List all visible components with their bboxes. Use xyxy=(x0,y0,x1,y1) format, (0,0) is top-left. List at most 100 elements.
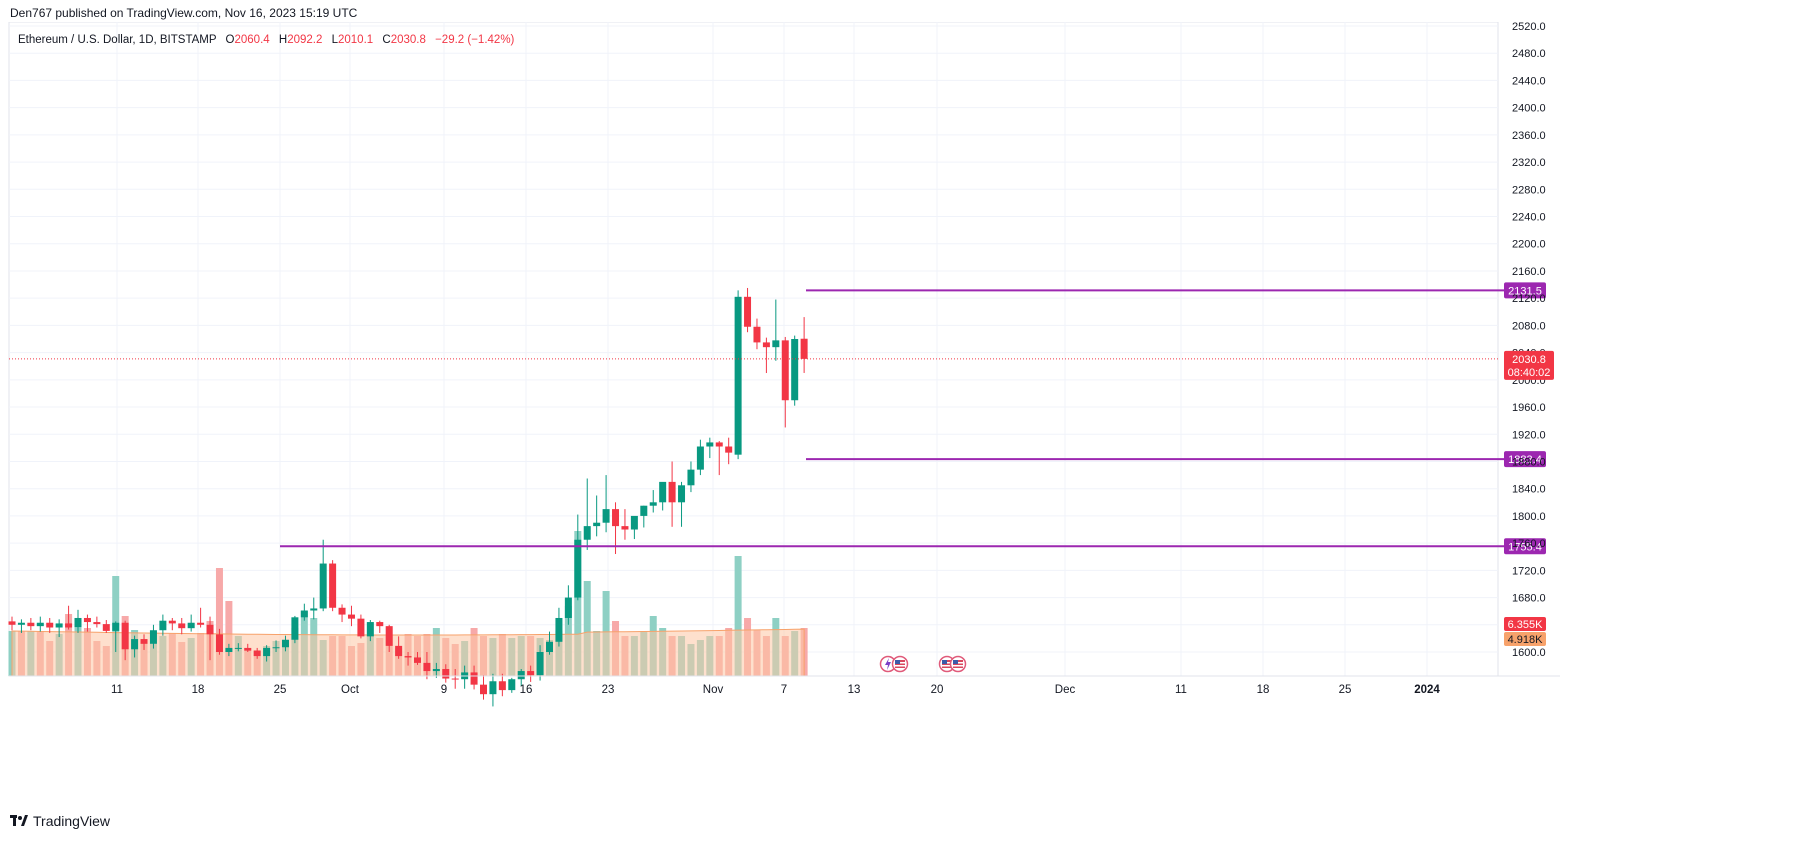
last-price-badge xyxy=(1504,350,1554,380)
y-tick-label: 2360.0 xyxy=(1512,130,1546,142)
candle-body xyxy=(347,614,355,619)
y-tick-label: 2240.0 xyxy=(1512,212,1546,224)
y-tick-label: 1760.0 xyxy=(1512,538,1546,550)
x-tick-label: Oct xyxy=(341,684,360,696)
candle-body xyxy=(197,622,205,625)
x-tick-label: 13 xyxy=(848,684,861,696)
volume-last-badge xyxy=(1504,617,1546,631)
candle-body xyxy=(149,630,157,644)
candle-body xyxy=(121,622,129,650)
close-value: 2030.8 xyxy=(390,34,426,46)
tradingview-logo-icon xyxy=(10,815,28,826)
candle-body xyxy=(102,624,110,631)
candle-body xyxy=(753,326,761,343)
us-flag-icon xyxy=(949,655,967,673)
candle-body xyxy=(800,338,808,359)
candle-body xyxy=(621,526,629,530)
candle-body xyxy=(442,669,450,679)
low-value: 2010.1 xyxy=(338,34,374,46)
x-tick-label: 25 xyxy=(274,684,287,696)
candle-body xyxy=(725,446,733,453)
y-tick-label: 1880.0 xyxy=(1512,456,1546,468)
symbol-name[interactable]: Ethereum / U.S. Dollar, 1D, BITSTAMP xyxy=(18,34,217,46)
candle-body xyxy=(366,622,374,637)
y-tick-label: 2160.0 xyxy=(1512,266,1546,278)
x-tick-label: 16 xyxy=(520,684,533,696)
candle-body xyxy=(659,481,667,503)
level-badge xyxy=(1504,451,1546,468)
last-price-label: 2030.8 xyxy=(1512,354,1546,366)
close-label: C xyxy=(382,34,391,46)
candle-body xyxy=(93,622,101,625)
candle-body xyxy=(357,618,365,637)
candle-body xyxy=(546,641,554,652)
candle-body xyxy=(498,681,506,691)
candle-body xyxy=(480,684,487,695)
y-tick-label: 1840.0 xyxy=(1512,484,1546,496)
candle-body xyxy=(404,656,412,658)
candle-body xyxy=(423,662,431,672)
y-tick-label: 2200.0 xyxy=(1512,239,1546,251)
candle-body xyxy=(8,621,16,625)
flag-canton xyxy=(942,660,947,664)
candle-body xyxy=(46,622,54,628)
candle-body xyxy=(517,671,525,680)
x-tick-label: 18 xyxy=(1257,684,1270,696)
candle-body xyxy=(74,617,82,628)
x-tick-label: 11 xyxy=(1175,684,1187,696)
high-label: H xyxy=(278,34,288,46)
y-tick-label: 2520.0 xyxy=(1512,22,1546,33)
flag-stripe xyxy=(942,665,952,667)
published-caption: Den767 published on TradingView.com, Nov… xyxy=(10,6,358,20)
level-lines[interactable]: 2131.5 1883.4 1755.4 xyxy=(280,282,1546,555)
y-tick-label: 2400.0 xyxy=(1512,103,1546,115)
candle-body xyxy=(451,678,459,680)
volume-bar xyxy=(215,568,223,676)
y-tick-label: 1960.0 xyxy=(1512,402,1546,414)
plot-frame xyxy=(8,22,1499,677)
y-tick-label: 2480.0 xyxy=(1512,48,1546,60)
candle-body xyxy=(668,481,676,503)
candle-body xyxy=(508,679,516,691)
candle-body xyxy=(555,617,563,642)
candle-body xyxy=(762,342,770,348)
event-icons[interactable] xyxy=(879,655,967,673)
candle-body xyxy=(376,622,384,627)
candle-body xyxy=(168,620,176,624)
volume-bar xyxy=(583,581,591,676)
candle-body xyxy=(385,626,393,646)
candle-body xyxy=(244,647,252,651)
y-tick-label: 2080.0 xyxy=(1512,320,1546,332)
high-value: 2092.2 xyxy=(287,34,323,46)
candle-body xyxy=(413,657,421,663)
level-label: 1755.4 xyxy=(1508,541,1542,553)
candle-body xyxy=(489,681,497,695)
candle-body xyxy=(593,522,601,527)
candle-body xyxy=(83,617,91,623)
us-flag-icon xyxy=(891,655,909,673)
countdown-label: 08:40:02 xyxy=(1508,367,1551,379)
x-tick-label: 23 xyxy=(602,684,615,696)
footer-brand[interactable]: TradingView xyxy=(10,813,110,829)
x-tick-label: 11 xyxy=(111,684,123,696)
candle-body xyxy=(291,617,299,640)
level-label: 1883.4 xyxy=(1508,454,1542,466)
candle-body xyxy=(225,647,233,652)
candle-body xyxy=(744,296,752,327)
candle-body xyxy=(112,622,120,631)
candle-body xyxy=(215,634,223,652)
candle-body xyxy=(602,509,610,523)
low-label: L xyxy=(331,34,338,46)
candle-body xyxy=(536,652,544,676)
axes: 1600.01640.01680.01720.01760.01800.01840… xyxy=(9,22,1560,696)
candle-body xyxy=(140,639,148,644)
flag-canton xyxy=(895,660,900,664)
candle-body xyxy=(564,597,572,618)
x-tick-label: 2024 xyxy=(1414,684,1440,696)
candle-body xyxy=(272,647,280,649)
candle-body xyxy=(263,647,271,657)
candle-body xyxy=(36,622,44,627)
candle-body xyxy=(649,502,657,506)
